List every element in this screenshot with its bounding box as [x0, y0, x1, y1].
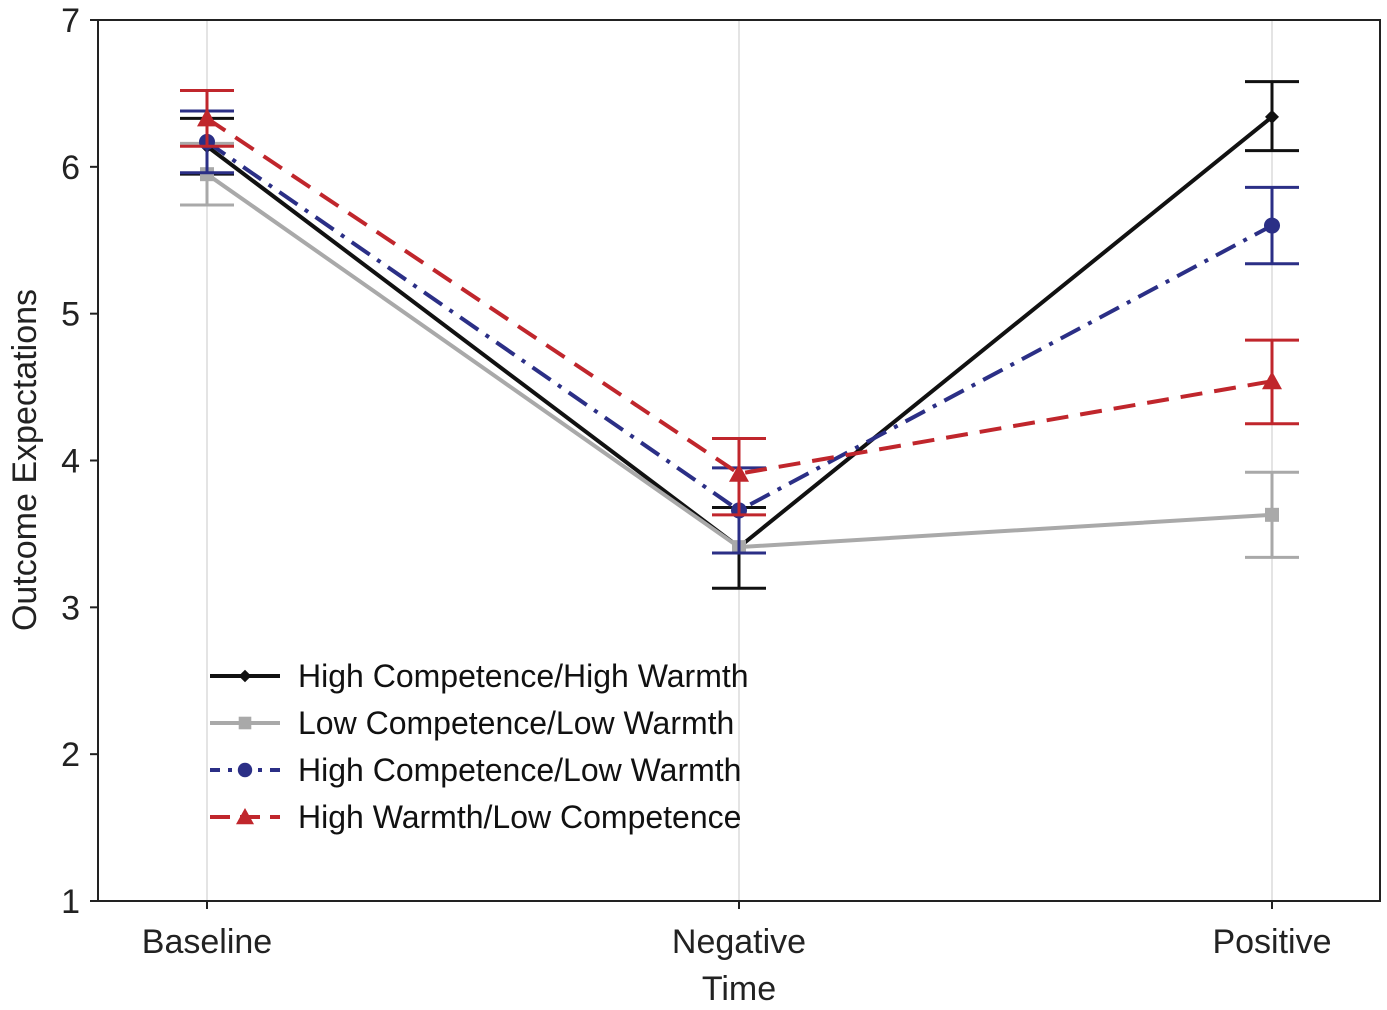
x-tick-label: Positive	[1212, 923, 1331, 961]
legend-label: High Competence/Low Warmth	[298, 752, 741, 788]
legend-item: High Competence/High Warmth	[210, 658, 749, 694]
marker-triangle	[197, 108, 217, 127]
series-4	[180, 88, 1299, 517]
legend-item: High Warmth/Low Competence	[210, 799, 741, 835]
series-layer	[180, 80, 1299, 590]
y-tick-label: 3	[61, 589, 80, 627]
marker-circle	[237, 762, 253, 778]
legend-label: Low Competence/Low Warmth	[298, 705, 734, 741]
y-axis-title: Outcome Expectations	[6, 289, 44, 631]
legend-label: High Warmth/Low Competence	[298, 799, 741, 835]
legend: High Competence/High Warmth Low Competenc…	[210, 658, 749, 835]
series-line	[205, 116, 1273, 476]
axis-layer: Baseline Negative Positive 1 2 3 4 5 6 7	[61, 2, 1331, 961]
marker-diamond	[1265, 109, 1279, 124]
marker-triangle	[729, 463, 749, 482]
y-tick-label: 4	[61, 443, 80, 481]
x-axis-title: Time	[702, 970, 776, 1008]
y-tick-label: 6	[61, 149, 80, 187]
y-tick-label: 5	[61, 296, 80, 334]
y-tick-label: 1	[61, 883, 80, 921]
marker-diamond	[238, 669, 252, 683]
y-tick-label: 7	[61, 2, 80, 40]
marker-triangle	[1262, 371, 1282, 390]
x-tick-label: Baseline	[142, 923, 272, 961]
marker-triangle	[236, 808, 254, 825]
marker-square	[1265, 507, 1279, 522]
legend-label: High Competence/High Warmth	[298, 658, 749, 694]
marker-square	[238, 716, 252, 730]
x-tick-label: Negative	[672, 923, 806, 961]
marker-circle	[1264, 217, 1280, 234]
y-tick-label: 2	[61, 736, 80, 774]
legend-item: Low Competence/Low Warmth	[210, 705, 734, 741]
legend-item: High Competence/Low Warmth	[210, 752, 741, 788]
